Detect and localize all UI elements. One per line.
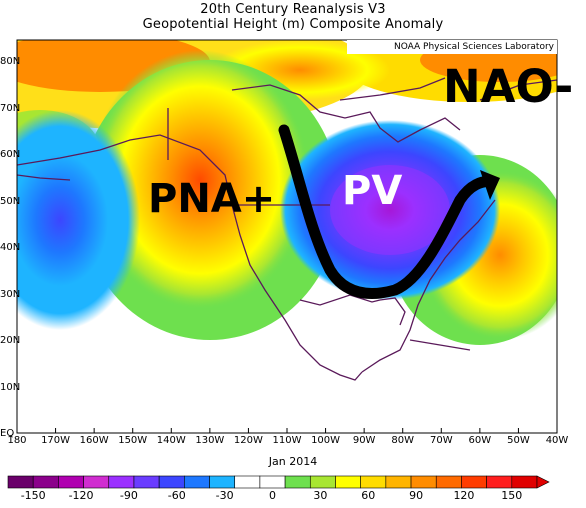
longitude-tick-label: 80W bbox=[391, 435, 415, 446]
pna-label: PNA+ bbox=[148, 176, 276, 222]
latitude-tick-label: 50N bbox=[0, 195, 21, 207]
colorbar-swatch bbox=[335, 475, 361, 489]
colorbar-swatch bbox=[7, 475, 34, 489]
colorbar-swatch bbox=[108, 475, 135, 489]
colorbar-tick-label: -30 bbox=[215, 489, 234, 502]
colorbar-max-arrow bbox=[536, 475, 550, 489]
colorbar bbox=[7, 475, 550, 489]
pv-label: PV bbox=[342, 168, 403, 214]
colorbar-swatch bbox=[158, 475, 185, 489]
credit-label: NOAA Physical Sciences Laboratory bbox=[347, 40, 557, 54]
colorbar-tick-label: 90 bbox=[409, 489, 424, 502]
colorbar-swatch bbox=[133, 475, 160, 489]
map-title: 20th Century Reanalysis V3 bbox=[200, 2, 386, 17]
colorbar-tick-label: -150 bbox=[20, 489, 46, 502]
colorbar-tick-label: 0 bbox=[269, 489, 276, 502]
arrowhead bbox=[480, 170, 500, 200]
colorbar-swatch bbox=[58, 475, 84, 489]
plot-frame bbox=[16, 39, 558, 434]
longitude-tick-label: 50W bbox=[507, 435, 530, 446]
longitude-tick-label: 160W bbox=[79, 435, 109, 446]
colorbar-swatch bbox=[259, 475, 286, 489]
longitude-tick-label: 140W bbox=[156, 435, 186, 446]
colorbar-tick-label: 150 bbox=[501, 489, 523, 502]
longitude-tick-label: 110W bbox=[272, 435, 302, 446]
colorbar-swatch bbox=[435, 475, 462, 489]
colorbar-swatch bbox=[511, 475, 538, 489]
anomaly-field bbox=[17, 40, 557, 433]
longitude-tick-label: 70W bbox=[429, 435, 453, 446]
colorbar-swatch bbox=[385, 475, 412, 489]
longitude-tick-label: 100W bbox=[311, 435, 341, 446]
colorbar-swatch bbox=[486, 475, 513, 489]
longitude-tick-label: 130W bbox=[195, 435, 225, 446]
latitude-tick-label: 10N bbox=[0, 381, 21, 393]
longitude-tick-label: 120W bbox=[233, 435, 263, 446]
longitude-tick-label: 60W bbox=[468, 435, 492, 446]
colorbar-tick-label: -60 bbox=[167, 489, 186, 502]
colorbar-swatch bbox=[410, 475, 437, 489]
colorbar-swatch bbox=[83, 475, 110, 489]
colorbar-swatch bbox=[360, 475, 387, 489]
latitude-tick-label: EQ bbox=[0, 428, 15, 439]
longitude-tick-label: 150W bbox=[118, 435, 148, 446]
longitude-tick-label: 40W bbox=[545, 435, 569, 446]
latitude-tick-label: 40N bbox=[0, 242, 21, 253]
colorbar-swatch bbox=[309, 475, 336, 489]
colorbar-swatch bbox=[184, 475, 210, 489]
colorbar-tick-label: -90 bbox=[119, 489, 138, 502]
nao-label: NAO- bbox=[443, 60, 574, 113]
latitude-tick-label: 80N bbox=[0, 56, 21, 67]
colorbar-tick-label: 30 bbox=[313, 489, 328, 502]
latitude-tick-label: 60N bbox=[0, 149, 21, 160]
longitude-tick-label: 180 bbox=[7, 435, 27, 446]
colorbar-swatch bbox=[234, 475, 261, 489]
longitude-tick-label: 170W bbox=[41, 435, 71, 446]
map-subtitle: Geopotential Height (m) Composite Anomal… bbox=[142, 17, 444, 32]
jet-stream-arrow bbox=[278, 124, 498, 299]
colorbar-tick-label: 60 bbox=[361, 489, 376, 502]
latitude-tick-label: 30N bbox=[0, 288, 21, 300]
period-label: Jan 2014 bbox=[268, 455, 318, 468]
colorbar-tick-label: 120 bbox=[453, 489, 475, 502]
latitude-tick-label: 70N bbox=[0, 102, 21, 114]
coastlines bbox=[17, 77, 557, 381]
colorbar-swatch bbox=[284, 475, 311, 489]
latitude-tick-label: 20N bbox=[0, 335, 21, 346]
longitude-tick-label: 90W bbox=[352, 435, 376, 446]
colorbar-swatch bbox=[32, 475, 59, 489]
colorbar-swatch bbox=[461, 475, 487, 489]
colorbar-tick-label: -120 bbox=[68, 489, 94, 502]
colorbar-swatch bbox=[209, 475, 236, 489]
